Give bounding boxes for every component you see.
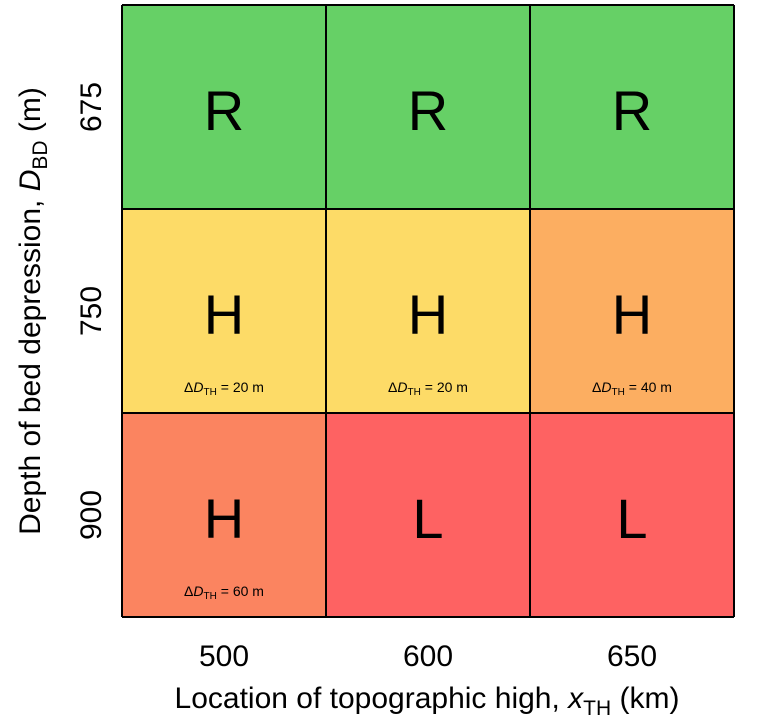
heatmap-cell (530, 209, 734, 413)
cell-regime-label: L (412, 487, 443, 550)
cell-regime-label: H (204, 283, 244, 346)
x-axis-label: Location of topographic high, xTH (km) (175, 682, 680, 720)
y-axis-label: Depth of bed depression, DBD (m) (14, 87, 52, 535)
heatmap-cell (530, 5, 734, 209)
cell-regime-label: H (204, 487, 244, 550)
x-tick-label: 500 (199, 640, 249, 673)
cell-threshold-annotation: ΔDTH = 40 m (592, 379, 672, 398)
cell-regime-label: R (408, 79, 448, 142)
cell-threshold-annotation: ΔDTH = 60 m (184, 583, 264, 602)
heatmap-cell (326, 209, 530, 413)
cell-regime-label: H (612, 283, 652, 346)
cell-threshold-annotation: ΔDTH = 20 m (184, 379, 264, 398)
heatmap-cell (326, 413, 530, 617)
heatmap-cell (326, 5, 530, 209)
y-tick-label: 675 (75, 82, 108, 132)
heatmap-cell (122, 5, 326, 209)
cell-regime-label: R (204, 79, 244, 142)
cell-regime-label: L (616, 487, 647, 550)
cell-threshold-annotation: ΔDTH = 20 m (388, 379, 468, 398)
x-tick-label: 600 (403, 640, 453, 673)
x-tick-label: 650 (607, 640, 657, 673)
y-tick-label: 900 (75, 490, 108, 540)
y-tick-label: 750 (75, 286, 108, 336)
heatmap-cell (122, 413, 326, 617)
heatmap-cell (530, 413, 734, 617)
cell-regime-label: H (408, 283, 448, 346)
heatmap-cell (122, 209, 326, 413)
cell-regime-label: R (612, 79, 652, 142)
